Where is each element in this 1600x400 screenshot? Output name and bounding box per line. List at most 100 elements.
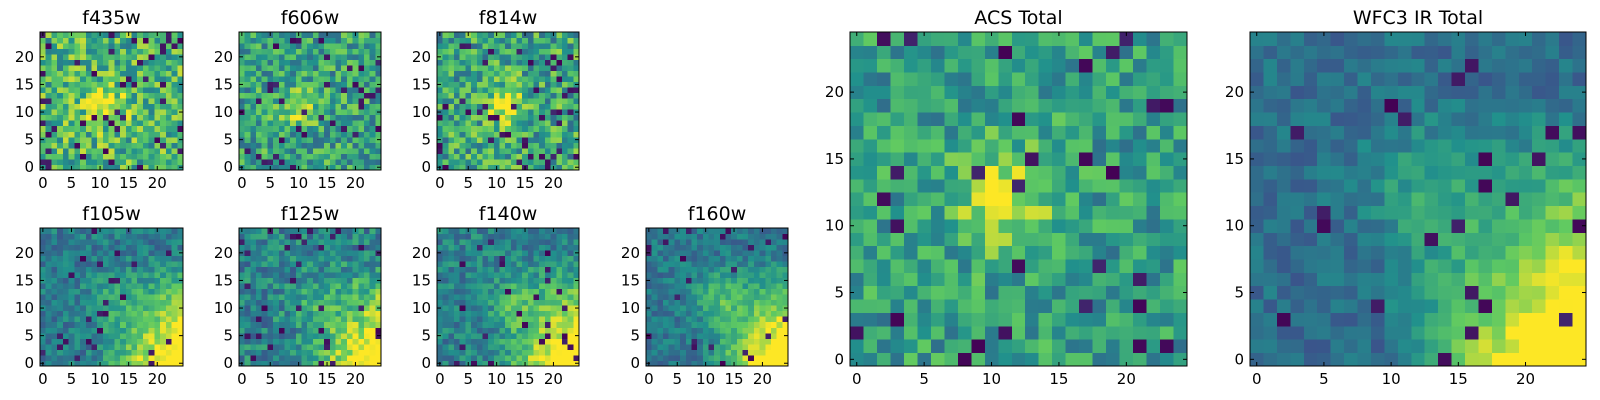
heatmap-cell — [544, 244, 551, 251]
heatmap-cell — [748, 272, 755, 279]
heatmap-cell — [1119, 205, 1134, 220]
heatmap-cell — [776, 244, 783, 251]
heatmap-cell — [131, 136, 138, 143]
heatmap-cell — [369, 316, 376, 323]
heatmap-cell — [68, 43, 75, 49]
heatmap-cell — [663, 310, 670, 317]
heatmap-cell — [68, 120, 75, 127]
heatmap-cell — [120, 283, 127, 290]
heatmap-cell — [567, 310, 574, 317]
heatmap-cell — [290, 288, 297, 295]
heatmap-cell — [680, 266, 687, 273]
heatmap-cell — [708, 305, 715, 312]
heatmap-cell — [471, 316, 478, 323]
heatmap-cell — [448, 266, 455, 273]
heatmap-cell — [533, 332, 540, 339]
heatmap-cell — [102, 43, 110, 49]
heatmap-cell — [114, 272, 121, 279]
heatmap-cell — [102, 332, 110, 339]
heatmap-cell — [567, 343, 574, 350]
heatmap-cell — [488, 48, 495, 55]
heatmap-cell — [341, 288, 348, 295]
heatmap-cell — [998, 232, 1013, 247]
heatmap-cell — [1160, 285, 1174, 300]
heatmap-cell — [482, 239, 489, 245]
heatmap-cell — [725, 343, 732, 350]
heatmap-cell — [91, 164, 98, 171]
heatmap-cell — [120, 349, 127, 356]
heatmap-cell — [284, 321, 291, 328]
heatmap-cell — [544, 98, 551, 105]
heatmap-cell — [165, 48, 172, 55]
heatmap-cell — [663, 305, 670, 312]
heatmap-cell — [97, 327, 104, 334]
heatmap-cell — [267, 136, 274, 143]
heatmap-cell — [516, 294, 523, 301]
heatmap-cell — [488, 332, 495, 339]
heatmap-cell — [284, 65, 291, 72]
heatmap-cell — [165, 316, 172, 323]
heatmap-cell — [318, 283, 325, 290]
heatmap-cell — [561, 354, 569, 361]
heatmap-cell — [539, 98, 546, 105]
heatmap-cell — [567, 233, 574, 240]
heatmap-cell — [148, 228, 155, 234]
heatmap-cell — [759, 266, 766, 273]
heatmap-cell — [448, 153, 455, 160]
heatmap-cell — [522, 131, 529, 138]
heatmap-cell — [120, 92, 127, 99]
heatmap-cell — [770, 228, 778, 234]
heatmap-cell — [177, 327, 184, 334]
heatmap-cell — [318, 316, 325, 323]
heatmap-cell — [250, 338, 257, 345]
heatmap-cell — [154, 65, 161, 72]
heatmap-cell — [137, 114, 144, 121]
heatmap-cell — [284, 103, 291, 110]
heatmap-cell — [290, 305, 297, 312]
heatmap-cell — [561, 316, 569, 323]
heatmap-cell — [120, 299, 127, 306]
heatmap-cell — [668, 299, 675, 306]
heatmap-cell — [448, 338, 455, 345]
heatmap-cell — [74, 59, 81, 66]
heatmap-cell — [341, 299, 348, 306]
heatmap-cell — [318, 54, 325, 60]
heatmap-cell — [137, 239, 144, 245]
heatmap-cell — [850, 178, 864, 193]
heatmap-cell — [971, 312, 986, 327]
heatmap-cell — [335, 327, 342, 334]
heatmap-cell — [493, 158, 500, 165]
heatmap-cell — [550, 310, 557, 317]
heatmap-cell — [256, 266, 263, 273]
heatmap-cell — [539, 288, 546, 295]
heatmap-cell — [62, 244, 69, 251]
heatmap-cell — [273, 266, 280, 273]
heatmap-cell — [273, 103, 280, 110]
heatmap-cell — [533, 32, 540, 38]
heatmap-cell — [499, 158, 506, 165]
heatmap-cell — [352, 272, 359, 279]
heatmap-cell — [125, 142, 132, 149]
heatmap-cell — [917, 219, 932, 233]
heatmap-cell — [278, 114, 285, 121]
heatmap-cell — [499, 153, 506, 160]
heatmap-cell — [284, 114, 291, 121]
heatmap-cell — [499, 233, 506, 240]
heatmap-cell — [544, 360, 551, 367]
heatmap-cell — [62, 92, 69, 99]
heatmap-cell — [850, 205, 864, 220]
heatmap-cell — [770, 310, 778, 317]
heatmap-cell — [102, 294, 110, 301]
heatmap-cell — [663, 261, 670, 268]
heatmap-cell — [944, 152, 959, 166]
heatmap-cell — [759, 255, 766, 262]
heatmap-cell — [85, 153, 92, 160]
heatmap-cell — [290, 310, 297, 317]
heatmap-cell — [459, 272, 466, 279]
heatmap-cell — [1079, 192, 1094, 207]
heatmap-cell — [239, 59, 246, 66]
heatmap-cell — [318, 70, 325, 77]
heatmap-cell — [284, 37, 291, 44]
heatmap-cell — [1173, 299, 1188, 313]
heatmap-cell — [91, 327, 98, 334]
